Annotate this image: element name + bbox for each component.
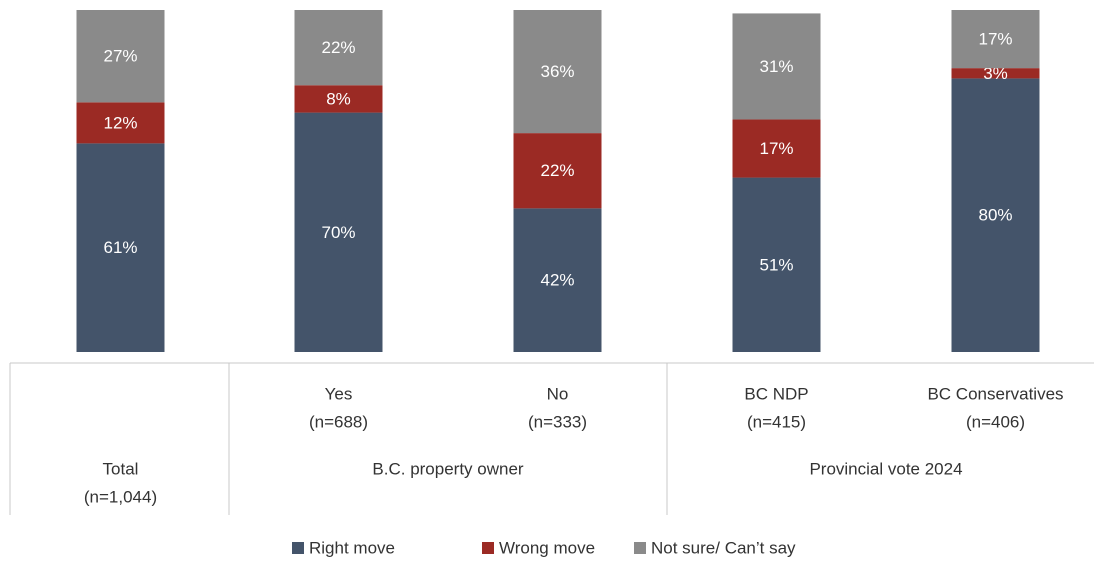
bar-segment: [513, 133, 602, 209]
data-label: 42%: [540, 271, 574, 290]
group-label: Provincial vote 2024: [809, 459, 962, 478]
legend-swatch: [292, 542, 304, 554]
bar-segment: [951, 10, 1040, 69]
x-tick-label: Yes: [325, 384, 353, 403]
legend-swatch: [634, 542, 646, 554]
bar-segment: [294, 10, 383, 86]
bar-segment: [732, 13, 821, 120]
data-label: 61%: [103, 238, 137, 257]
x-tick-label: BC NDP: [744, 384, 808, 403]
data-label: 3%: [983, 64, 1008, 83]
data-label: 12%: [103, 113, 137, 132]
x-tick-label: Total: [103, 459, 139, 478]
legend-label: Not sure/ Can’t say: [651, 538, 796, 557]
data-label: 17%: [759, 139, 793, 158]
sample-size: (n=415): [747, 412, 806, 431]
bar-segment: [732, 119, 821, 178]
data-label: 31%: [759, 57, 793, 76]
x-tick-label: No: [547, 384, 569, 403]
sample-size: (n=333): [528, 412, 587, 431]
bar-segment: [76, 143, 165, 352]
bar-segment: [76, 102, 165, 144]
data-label: 70%: [321, 223, 355, 242]
legend-label: Right move: [309, 538, 395, 557]
sample-size: (n=406): [966, 412, 1025, 431]
data-label: 27%: [103, 47, 137, 66]
bar-segment: [951, 78, 1040, 353]
data-label: 51%: [759, 255, 793, 274]
bar-segment: [294, 112, 383, 352]
bar-segment: [76, 10, 165, 103]
data-label: 22%: [321, 38, 355, 57]
bar-segment: [513, 208, 602, 352]
legend-label: Wrong move: [499, 538, 595, 557]
data-label: 80%: [978, 206, 1012, 225]
group-label: B.C. property owner: [372, 459, 524, 478]
data-label: 22%: [540, 161, 574, 180]
bar-segment: [951, 68, 1040, 79]
bar-segment: [513, 10, 602, 134]
data-label: 8%: [326, 89, 351, 108]
sample-size: (n=1,044): [84, 487, 157, 506]
x-tick-label: BC Conservatives: [927, 384, 1063, 403]
legend-swatch: [482, 542, 494, 554]
data-label: 17%: [978, 30, 1012, 49]
bar-segment: [294, 85, 383, 113]
sample-size: (n=688): [309, 412, 368, 431]
bar-segment: [732, 177, 821, 352]
data-label: 36%: [540, 62, 574, 81]
